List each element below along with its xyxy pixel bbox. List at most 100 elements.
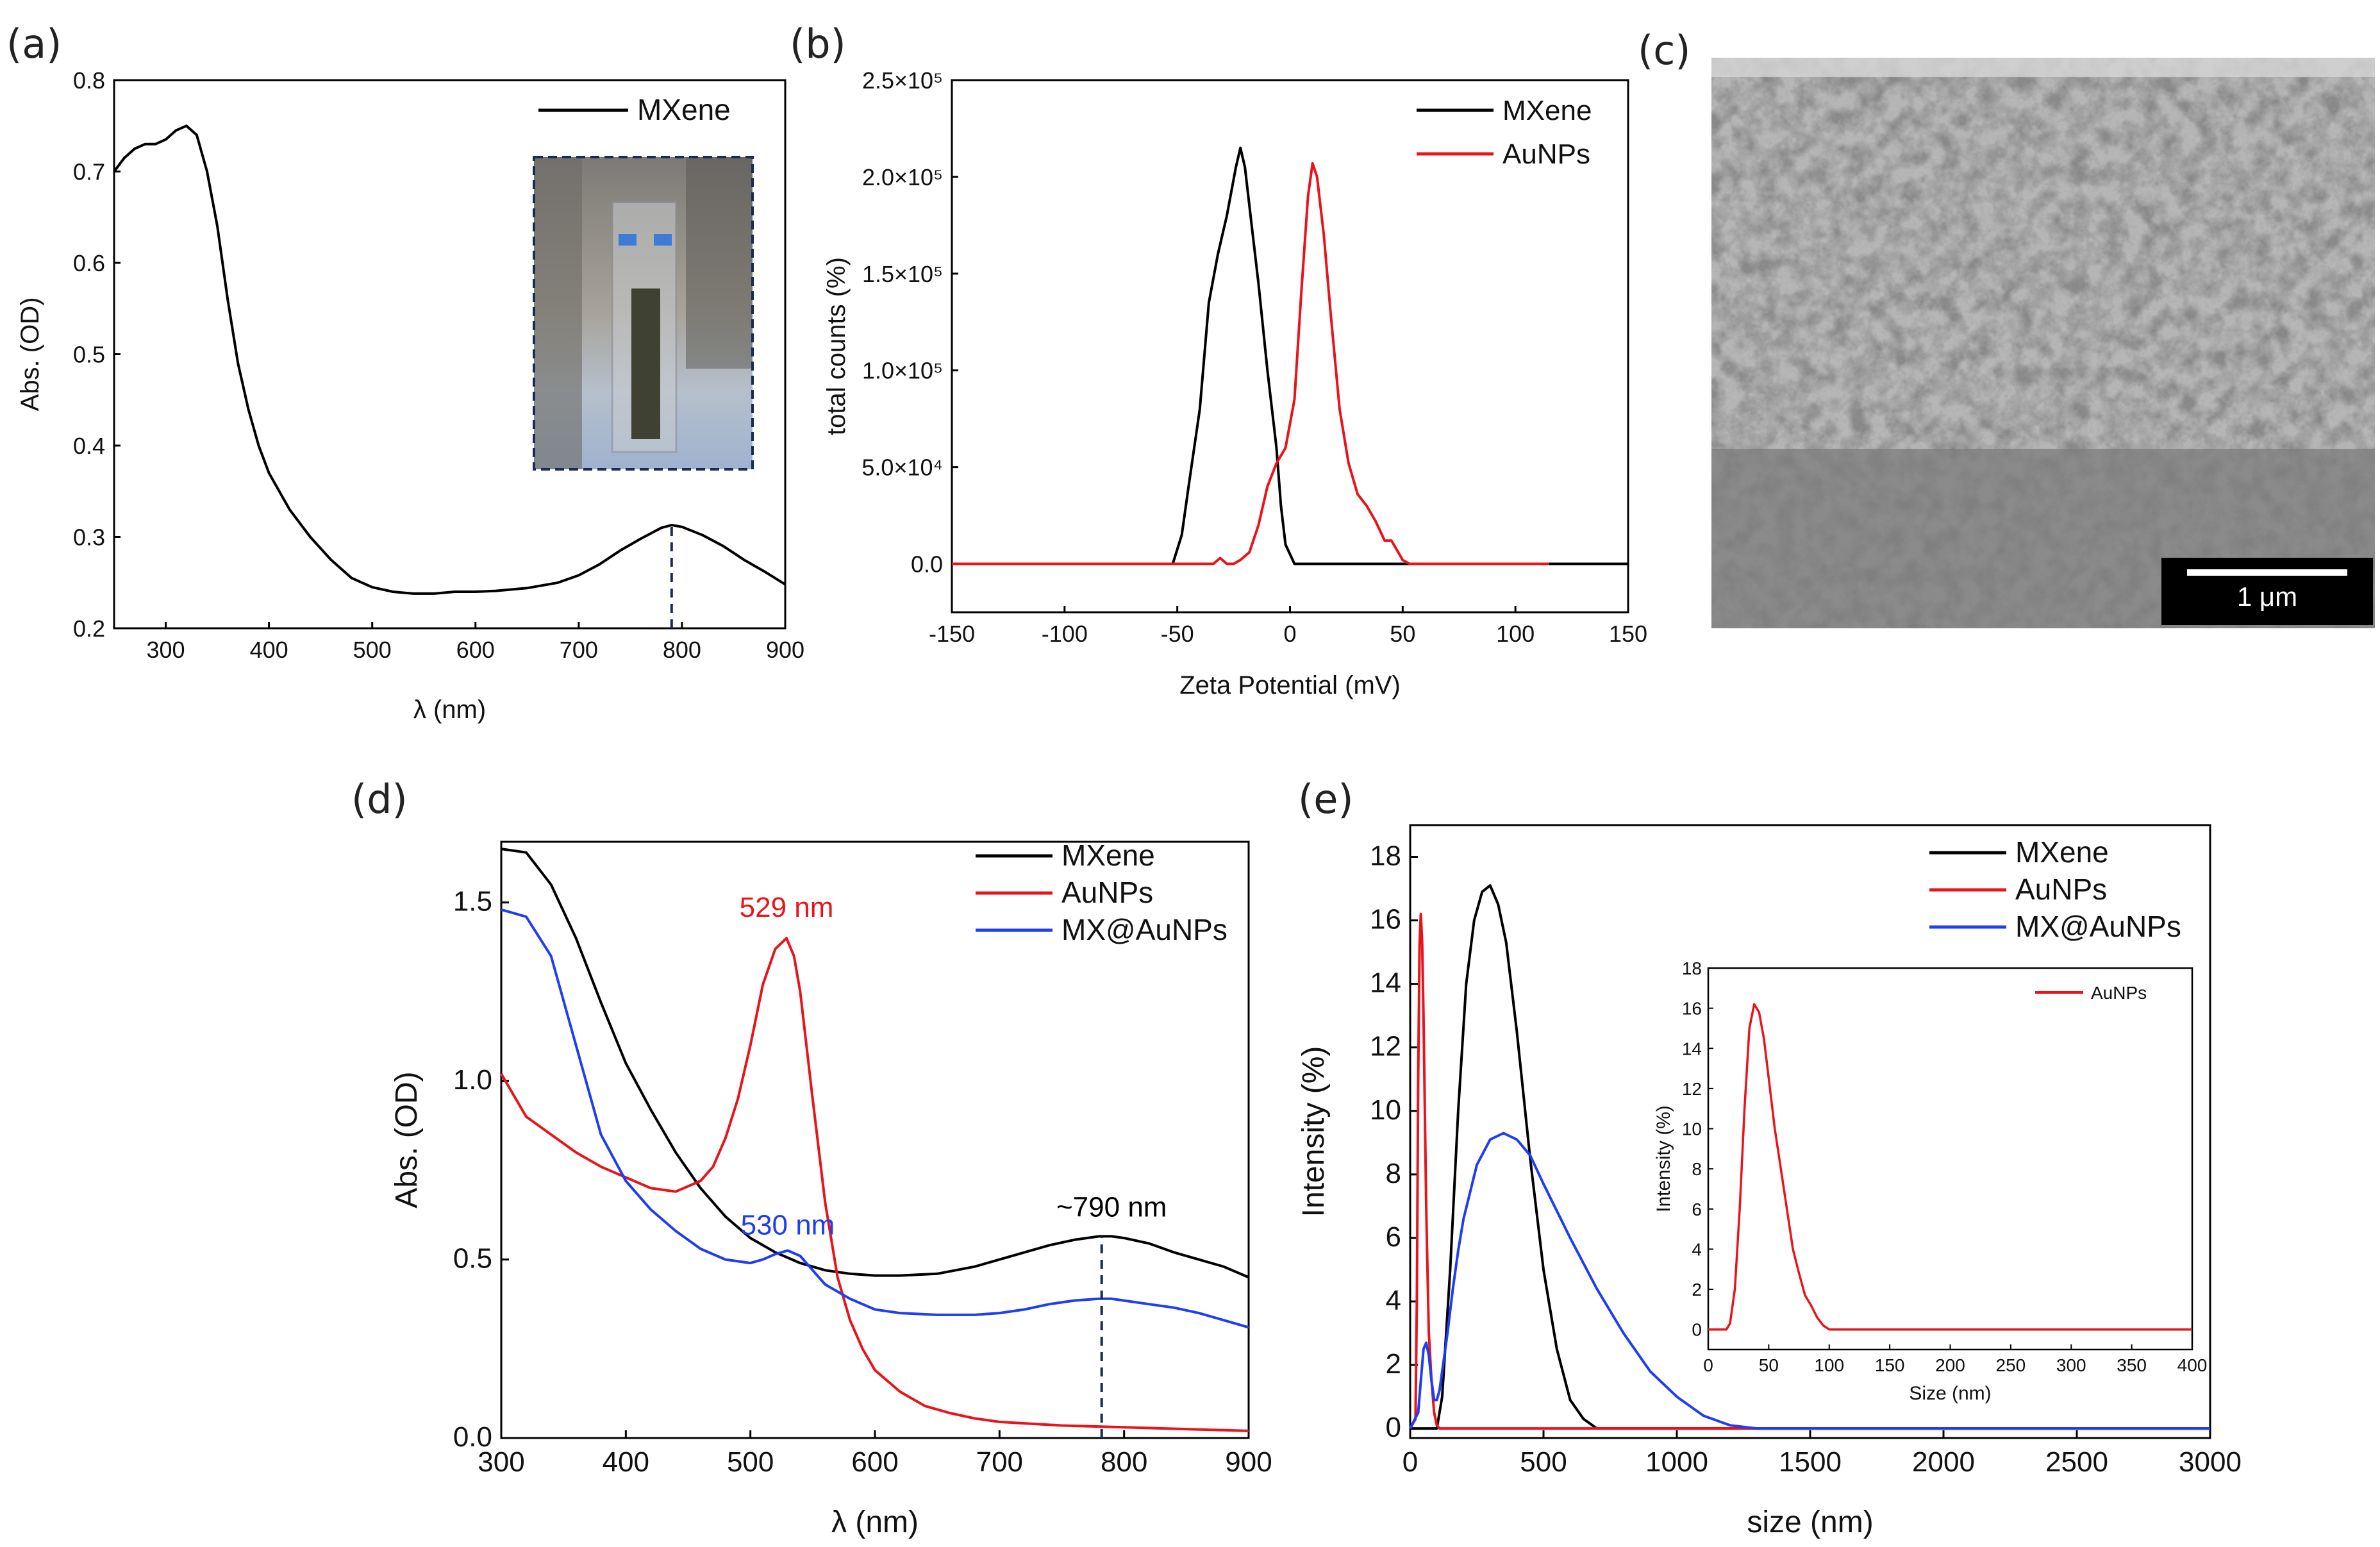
peak-annotation: ~790 nm: [1056, 1192, 1167, 1223]
series-line-mxene: [1410, 884, 2210, 1430]
y-tick-label: 0.5: [73, 342, 105, 368]
x-tick-label: -50: [1161, 621, 1194, 647]
y-tick-label: 5.0×10⁴: [861, 455, 943, 481]
y-tick-label: 10: [1370, 1094, 1401, 1126]
inset-y-tick-label: 0: [1692, 1320, 1702, 1340]
series-line-mx-aunps: [501, 908, 1249, 1329]
x-tick-label: 600: [456, 637, 495, 663]
series-line-aunps: [1409, 912, 2210, 1430]
legend-label: MXene: [1061, 839, 1155, 872]
inset-legend-label: AuNPs: [2091, 983, 2147, 1003]
x-tick-label: 500: [1520, 1446, 1567, 1478]
peak-annotation: 530 nm: [741, 1210, 835, 1241]
chart-panel-e: 0 500 1000 1500 2000 2500 3000024681012141618s…: [1297, 824, 2242, 1539]
x-tick-label: -100: [1042, 621, 1088, 647]
x-axis-label: λ (nm): [831, 1505, 919, 1539]
x-tick-label: 100: [1496, 621, 1535, 647]
x-axis-label: λ (nm): [413, 696, 486, 724]
x-tick-label: 2500: [2045, 1446, 2108, 1478]
sem-image-panel: 1 μm: [1711, 58, 2375, 628]
inset-y-tick-label: 4: [1692, 1239, 1702, 1259]
x-tick-label: 900: [766, 637, 804, 663]
x-tick-label: 300: [146, 637, 185, 663]
series-line-aunps: [500, 937, 1249, 1432]
y-tick-label: 0.4: [73, 433, 105, 459]
inset-y-tick-label: 14: [1682, 1039, 1702, 1058]
y-tick-label: 0.6: [73, 250, 105, 276]
x-tick-label: 800: [1101, 1446, 1147, 1478]
series-line-mxene: [113, 124, 786, 595]
inset-frame-e: [1707, 967, 2193, 1351]
x-axis-label: size (nm): [1747, 1505, 1873, 1539]
legend-label: MXene: [1502, 95, 1592, 126]
cuvette-cap-mark-left: [619, 234, 637, 246]
x-tick-label: 800: [663, 637, 701, 663]
x-tick-label: 600: [851, 1446, 898, 1478]
panel-label-d: (d): [351, 776, 408, 823]
y-tick-label: 1.0: [453, 1064, 492, 1096]
sem-top-edge: [1711, 58, 2375, 77]
photo-shadow-left: [534, 157, 582, 469]
y-tick-label: 1.5: [453, 886, 492, 917]
y-tick-label: 14: [1370, 967, 1401, 999]
inset-y-axis-label: Intensity (%): [1653, 1105, 1674, 1212]
y-tick-label: 2: [1386, 1348, 1401, 1380]
panel-label-c: (c): [1638, 27, 1690, 74]
x-tick-label: 500: [727, 1446, 774, 1478]
x-tick-label: 400: [250, 637, 288, 663]
x-tick-label: 400: [603, 1446, 649, 1478]
legend-label: AuNPs: [1502, 138, 1590, 170]
x-tick-label: 150: [1609, 621, 1647, 647]
inset-y-tick-label: 6: [1692, 1200, 1702, 1219]
legend-label: MXene: [2015, 835, 2109, 869]
inset-y-tick-label: 8: [1692, 1159, 1702, 1179]
chart-panel-d: 300 400 500 600 700 800 900 0.0 0.5 1.0 1.5 λ (nm) A…: [390, 839, 1272, 1539]
y-tick-label: 0.7: [73, 159, 105, 185]
y-tick-label: 0.0: [453, 1421, 492, 1453]
panel-label-b: (b): [790, 21, 846, 67]
panel-label-a: (a): [6, 21, 62, 67]
y-tick-label: 0.3: [73, 524, 105, 551]
scalebar-label: 1 μm: [2237, 581, 2297, 612]
inset-x-tick-label: 400: [2177, 1355, 2208, 1375]
chart-panel-a: 300 400 500 600 700 800 900 0.2 0.3 0.4 0.5 0.6 0.7 0…: [16, 67, 804, 724]
y-tick-label: 1.0×10⁵: [862, 358, 943, 384]
legend-label: MX@AuNPs: [1061, 913, 1227, 946]
y-tick-label: 0.5: [453, 1243, 492, 1275]
inset-x-tick-label: 300: [2056, 1355, 2086, 1375]
x-tick-label: 1500: [1779, 1446, 1842, 1478]
legend-label: AuNPs: [2015, 873, 2107, 906]
legend-label: AuNPs: [1061, 876, 1153, 909]
inset-x-tick-label: 50: [1759, 1355, 1779, 1375]
x-tick-label: 500: [353, 637, 392, 663]
x-tick-label: 900: [1225, 1446, 1272, 1478]
photo-shadow-right: [686, 157, 753, 369]
inset-x-tick-label: 0: [1703, 1355, 1713, 1375]
inset-y-tick-label: 10: [1682, 1119, 1702, 1139]
x-tick-label: 50: [1390, 621, 1415, 647]
peak-annotation: 529 nm: [740, 892, 834, 923]
y-axis-label: Abs. (OD): [16, 297, 44, 412]
y-tick-label: 8: [1386, 1158, 1401, 1189]
inset-x-axis-label: Size (nm): [1909, 1383, 1991, 1404]
legend-label: MX@AuNPs: [2015, 910, 2181, 943]
inset-x-tick-label: 350: [2117, 1355, 2147, 1375]
inset-y-tick-label: 2: [1692, 1280, 1702, 1300]
y-tick-label: 6: [1386, 1221, 1401, 1253]
series-line-mxene: [501, 848, 1249, 1279]
panel-label-e: (e): [1298, 776, 1354, 823]
x-tick-label: -150: [929, 621, 975, 647]
inset-y-tick-label: 18: [1682, 958, 1702, 978]
inset-x-tick-label: 150: [1875, 1355, 1905, 1375]
y-tick-label: 16: [1370, 904, 1401, 935]
mxene-dispersion: [631, 288, 660, 439]
scalebar-box: [2161, 558, 2373, 625]
scalebar-line: [2187, 569, 2347, 576]
x-tick-label: 1000: [1645, 1446, 1708, 1478]
inset-x-tick-label: 100: [1814, 1355, 1844, 1375]
y-tick-label: 4: [1386, 1285, 1401, 1316]
series-line-mx-aunps: [1409, 1132, 2210, 1430]
y-axis-label: Intensity (%): [1297, 1046, 1331, 1217]
series-line-aunps: [952, 162, 1549, 565]
y-tick-label: 0.8: [73, 67, 105, 94]
